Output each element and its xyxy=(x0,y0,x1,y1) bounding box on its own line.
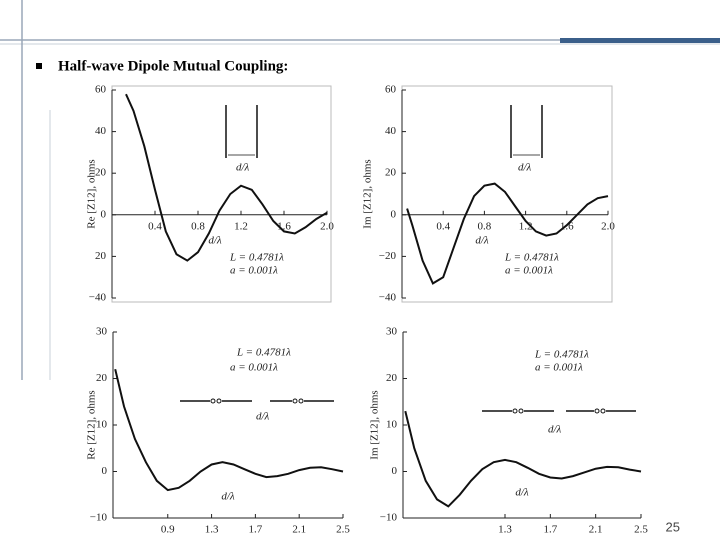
y-tick-label: 20 xyxy=(385,167,397,179)
y-tick-label: −10 xyxy=(380,512,398,524)
annotation: a = 0.001λ xyxy=(230,362,278,374)
y-tick-label: −40 xyxy=(89,292,107,304)
y-axis-label: Re [Z12], ohms xyxy=(86,390,98,459)
accent-bar xyxy=(560,38,720,43)
x-tick-label: 1.3 xyxy=(205,524,219,536)
x-tick-label: 2.0 xyxy=(320,220,334,232)
data-line xyxy=(114,368,344,492)
y-tick-label: 60 xyxy=(385,84,397,96)
y-tick-label: 20 xyxy=(96,372,108,384)
data-line xyxy=(125,93,328,262)
y-axis-label: Im [Z12], ohms xyxy=(362,159,374,228)
x-axis-label: d/λ xyxy=(221,491,235,503)
x-axis-label: d/λ xyxy=(208,235,222,247)
x-axis-label: d/λ xyxy=(515,487,529,499)
page-number: 25 xyxy=(666,519,680,534)
x-tick-label: 0.4 xyxy=(148,220,162,232)
x-tick-label: 0.8 xyxy=(478,220,492,232)
bullet xyxy=(36,63,42,69)
x-tick-label: 0.8 xyxy=(191,220,205,232)
data-line xyxy=(406,182,609,285)
x-tick-label: 1.7 xyxy=(543,524,557,536)
y-tick-label: 10 xyxy=(96,419,108,431)
annotation: d/λ xyxy=(256,411,270,423)
y-tick-label: 30 xyxy=(386,326,398,338)
x-tick-label: 2.1 xyxy=(589,524,603,536)
y-tick-label: 10 xyxy=(386,419,398,431)
y-tick-label: 20 xyxy=(386,372,398,384)
annotation: L = 0.4781λ xyxy=(229,252,284,264)
y-tick-label: 0 xyxy=(392,465,398,477)
dipole-diagrams xyxy=(180,105,636,414)
annotation: d/λ xyxy=(236,162,250,174)
y-tick-label: −20 xyxy=(379,250,397,262)
x-tick-label: 0.4 xyxy=(436,220,450,232)
annotation: a = 0.001λ xyxy=(505,265,553,277)
x-tick-label: 2.5 xyxy=(634,524,648,536)
y-tick-label: 60 xyxy=(95,84,107,96)
annotation: L = 0.4781λ xyxy=(534,349,589,361)
x-tick-label: 2.5 xyxy=(336,524,350,536)
y-tick-label: 40 xyxy=(385,125,397,137)
x-tick-label: 1.2 xyxy=(234,220,248,232)
x-axis-label: d/λ xyxy=(475,235,489,247)
y-tick-label: 0 xyxy=(102,465,108,477)
y-tick-label: 20 xyxy=(95,167,107,179)
annotation: d/λ xyxy=(518,162,532,174)
annotation: a = 0.001λ xyxy=(535,362,583,374)
annotation: L = 0.4781λ xyxy=(236,347,291,359)
annotation: d/λ xyxy=(548,424,562,436)
y-tick-label: 20 xyxy=(95,250,107,262)
x-tick-label: 2.1 xyxy=(292,524,306,536)
annotation: a = 0.001λ xyxy=(230,265,278,277)
x-tick-label: 1.3 xyxy=(498,524,512,536)
x-tick-label: 1.7 xyxy=(249,524,263,536)
y-axis-label: Im [Z12], ohms xyxy=(369,390,381,459)
x-tick-label: 0.9 xyxy=(161,524,175,536)
y-tick-label: −10 xyxy=(90,512,108,524)
annotation: L = 0.4781λ xyxy=(504,252,559,264)
slide-title: Half-wave Dipole Mutual Coupling: xyxy=(58,58,288,74)
y-tick-label: 30 xyxy=(96,326,108,338)
x-tick-label: 2.0 xyxy=(601,220,615,232)
y-tick-label: 0 xyxy=(101,208,107,220)
x-tick-label: 1.6 xyxy=(560,220,574,232)
y-tick-label: 0 xyxy=(391,208,397,220)
y-tick-label: 40 xyxy=(95,125,107,137)
y-tick-label: −40 xyxy=(379,292,397,304)
data-line xyxy=(404,410,642,508)
y-axis-label: Re [Z12], ohms xyxy=(86,159,98,228)
plot-frame xyxy=(111,85,332,303)
